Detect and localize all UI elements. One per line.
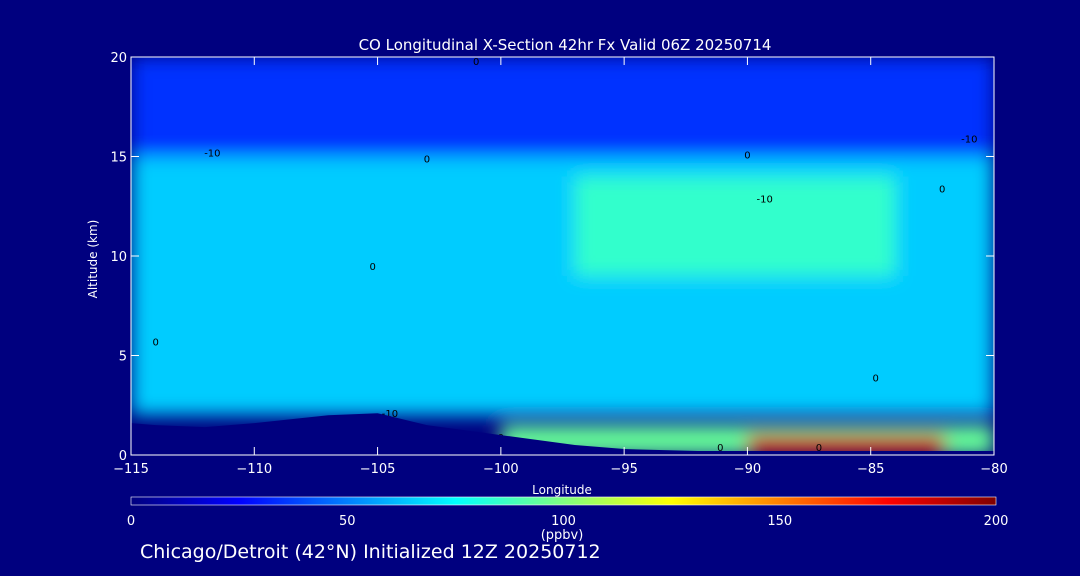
x-tick-label: −115 [113, 462, 149, 477]
contour-label: -10 [961, 135, 977, 146]
co-fill-region [131, 57, 994, 157]
colorbar-unit-label: (ppbv) [541, 528, 584, 543]
y-tick-label: 5 [119, 350, 127, 365]
y-tick-label: 10 [110, 250, 127, 265]
x-tick-label: −80 [980, 462, 1007, 477]
x-axis-label: Longitude [532, 483, 592, 497]
x-tick-label: −100 [483, 462, 519, 477]
y-tick-label: 20 [110, 51, 127, 66]
colorbar-ticks: 0 50 100 150 200 [127, 514, 1009, 529]
x-tick-label: −105 [360, 462, 396, 477]
contour-label: -10 [757, 194, 773, 205]
contour-label: 0 [939, 184, 945, 195]
contour-label: 0 [473, 57, 479, 68]
colorbar-tick-label: 0 [127, 514, 135, 529]
colorbar [130, 496, 997, 506]
y-axis-label: Altitude (km) [86, 220, 100, 299]
colorbar-tick-label: 150 [767, 514, 792, 529]
terrain-mask [131, 413, 994, 455]
x-tick-label: −85 [857, 462, 884, 477]
contour-label: 0 [369, 262, 375, 273]
colorbar-tick-label: 50 [339, 514, 356, 529]
contour-label: 0 [872, 373, 878, 384]
contour-label: 0 [424, 154, 430, 165]
co-fill-region [747, 435, 945, 455]
y-tick-label: 0 [119, 449, 127, 464]
co-fill-region [574, 176, 896, 276]
colorbar-tick-label: 100 [551, 514, 576, 529]
run-caption: Chicago/Detroit (42°N) Initialized 12Z 2… [140, 541, 601, 563]
x-tick-label: −90 [734, 462, 761, 477]
contour-label: 0 [152, 338, 158, 349]
contour-label: -10 [382, 409, 398, 420]
axis-ticks: −115 −110 −105 −100 −95 −90 −85 −80 0 5 10 15 20 [110, 51, 1007, 477]
chart-title: CO Longitudinal X-Section 42hr Fx Valid … [359, 36, 772, 54]
colorbar-tick-label: 200 [984, 514, 1009, 529]
contour-label: 0 [717, 443, 723, 454]
contour-label: 0 [816, 443, 822, 454]
y-tick-label: 15 [110, 151, 127, 166]
x-tick-label: −110 [236, 462, 272, 477]
x-tick-label: −95 [610, 462, 637, 477]
contour-label: 0 [744, 151, 750, 162]
contour-label: -10 [204, 149, 220, 160]
